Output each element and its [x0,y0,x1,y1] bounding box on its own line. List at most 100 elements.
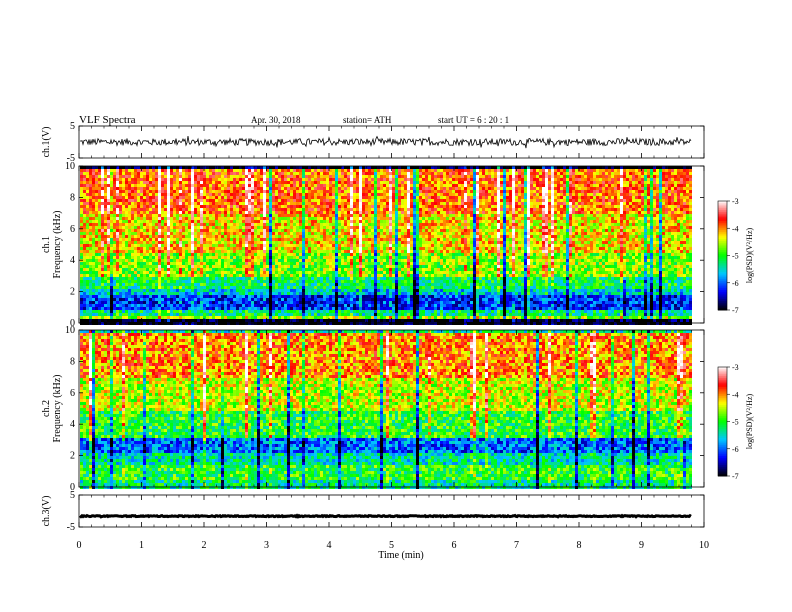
heatmap-cell [137,211,140,214]
heatmap-cell [98,226,101,229]
heatmap-cell [326,289,329,292]
heatmap-cell [110,196,113,199]
heatmap-cell [176,190,179,193]
heatmap-cell [143,241,146,244]
heatmap-cell [185,178,188,181]
heatmap-cell [89,304,92,307]
heatmap-cell [83,166,86,169]
heatmap-cell [131,214,134,217]
heatmap-cell [128,214,131,217]
heatmap-cell [170,286,173,289]
heatmap-cell [299,244,302,247]
heatmap-cell [170,199,173,202]
heatmap-cell [98,289,101,292]
heatmap-cell [101,265,104,268]
heatmap-cell [161,208,164,211]
heatmap-cell [101,271,104,274]
heatmap-cell [137,253,140,256]
heatmap-cell [140,214,143,217]
heatmap-cell [218,259,221,262]
heatmap-cell [317,256,320,259]
heatmap-cell [143,259,146,262]
heatmap-cell [89,289,92,292]
heatmap-cell [188,214,191,217]
heatmap-cell [176,313,179,316]
heatmap-cell [242,289,245,292]
heatmap-cell [86,226,89,229]
heatmap-cell [266,244,269,247]
heatmap-cell [170,319,173,322]
heatmap-cell [296,283,299,286]
heatmap-cell [350,268,353,271]
heatmap-cell [125,316,128,319]
heatmap-cell [350,193,353,196]
heatmap-cell [347,280,350,283]
heatmap-cell [254,277,257,280]
heatmap-cell [260,187,263,190]
heatmap-cell [227,304,230,307]
heatmap-cell [152,265,155,268]
heatmap-cell [194,292,197,295]
heatmap-cell [257,283,260,286]
heatmap-cell [197,193,200,196]
heatmap-cell [185,184,188,187]
heatmap-cell [95,313,98,316]
heatmap-cell [95,235,98,238]
heatmap-cell [284,172,287,175]
heatmap-cell [242,244,245,247]
heatmap-cell [164,223,167,226]
heatmap-cell [266,262,269,265]
heatmap-cell [299,322,302,325]
heatmap-cell [167,238,170,241]
heatmap-cell [194,223,197,226]
heatmap-cell [113,286,116,289]
heatmap-cell [194,319,197,322]
heatmap-cell [317,244,320,247]
heatmap-cell [170,307,173,310]
heatmap-cell [176,244,179,247]
heatmap-cell [263,178,266,181]
heatmap-cell [122,184,125,187]
heatmap-cell [248,262,251,265]
heatmap-cell [86,241,89,244]
heatmap-cell [248,238,251,241]
heatmap-cell [293,220,296,223]
heatmap-cell [317,292,320,295]
heatmap-cell [140,289,143,292]
heatmap-cell [101,316,104,319]
heatmap-cell [290,268,293,271]
heatmap-cell [182,232,185,235]
heatmap-cell [245,247,248,250]
heatmap-cell [263,319,266,322]
heatmap-cell [284,280,287,283]
heatmap-cell [311,181,314,184]
heatmap-cell [335,226,338,229]
heatmap-cell [335,241,338,244]
heatmap-cell [290,253,293,256]
heatmap-cell [251,307,254,310]
heatmap-cell [302,310,305,313]
heatmap-cell [284,211,287,214]
heatmap-cell [266,253,269,256]
heatmap-cell [191,295,194,298]
heatmap-cell [167,217,170,220]
heatmap-cell [209,292,212,295]
heatmap-cell [245,193,248,196]
heatmap-cell [119,226,122,229]
heatmap-cell [305,232,308,235]
heatmap-cell [140,235,143,238]
heatmap-cell [224,253,227,256]
heatmap-cell [140,247,143,250]
heatmap-cell [92,259,95,262]
heatmap-cell [155,166,158,169]
heatmap-cell [278,316,281,319]
y-tick-label: 5 [70,121,75,132]
heatmap-cell [125,301,128,304]
heatmap-cell [191,208,194,211]
heatmap-cell [287,175,290,178]
heatmap-cell [86,247,89,250]
heatmap-cell [113,289,116,292]
heatmap-cell [107,196,110,199]
heatmap-cell [254,169,257,172]
heatmap-cell [350,241,353,244]
